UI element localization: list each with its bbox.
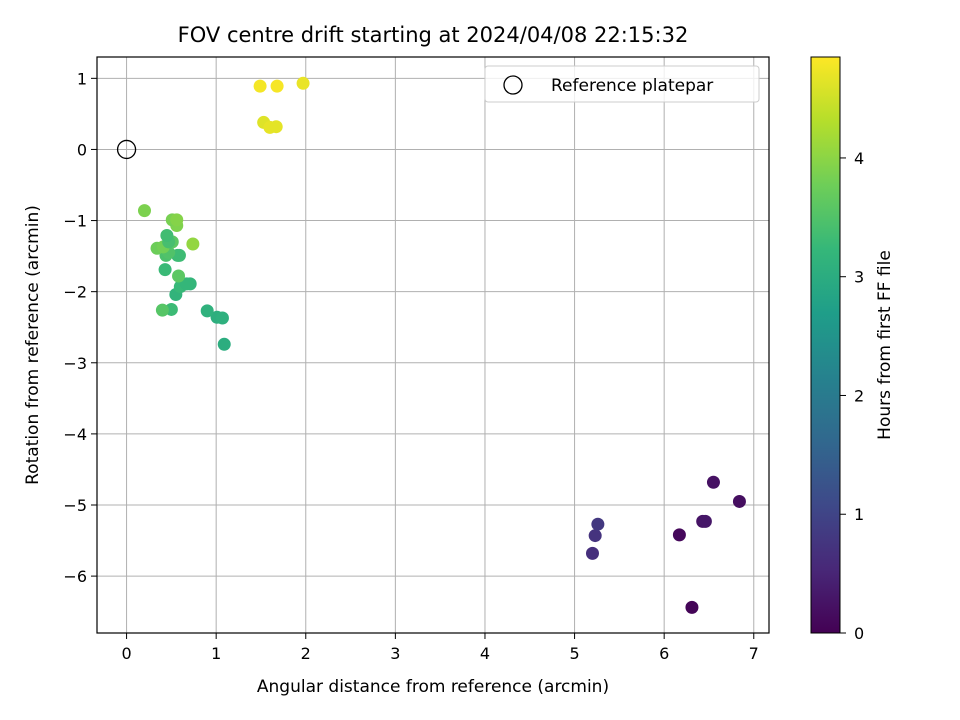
data-point [732,494,746,508]
data-point [217,337,231,351]
x-tick-label: 0 [121,644,131,663]
data-point [180,277,194,291]
chart-title: FOV centre drift starting at 2024/04/08 … [178,23,689,47]
data-point [270,79,284,93]
data-point [588,529,602,543]
colorbar-tick-label: 4 [854,149,864,168]
y-tick-label: −3 [63,354,87,373]
x-tick-label: 1 [211,644,221,663]
y-tick-label: −4 [63,425,87,444]
data-point [170,213,184,227]
data-point [200,304,214,318]
data-point [706,475,720,489]
x-tick-label: 5 [569,644,579,663]
data-point [591,517,605,531]
legend-box [484,65,760,103]
data-point [269,120,283,134]
x-axis-label: Angular distance from reference (arcmin) [257,677,609,697]
colorbar [810,56,841,634]
x-tick-label: 6 [659,644,669,663]
reference-platepar-marker [116,139,137,160]
grid [97,57,769,633]
data-point [685,600,699,614]
y-tick-label: 1 [77,69,87,88]
colorbar-ticks: 0 1 2 3 4 [840,149,864,643]
colorbar-tick-label: 2 [854,386,864,405]
y-tick-label: −2 [63,283,87,302]
data-point [698,514,712,528]
y-tick-label: −5 [63,496,87,515]
colorbar-label: Hours from first FF file [875,250,895,440]
data-point [585,546,599,560]
x-tick-label: 4 [480,644,490,663]
data-point [172,269,186,283]
data-point [296,76,310,90]
data-point [253,79,267,93]
x-tick-label: 7 [749,644,759,663]
plot-frame [96,56,770,634]
colorbar-tick-label: 0 [854,624,864,643]
reference-point-group [116,139,137,160]
data-point [155,303,169,317]
data-point [158,263,172,277]
colorbar-tick-label: 1 [854,505,864,524]
legend-label: Reference platepar [551,76,713,96]
y-tick-label: 0 [77,140,87,159]
colorbar-tick-label: 3 [854,268,864,287]
y-tick-label: −6 [63,567,87,586]
data-point [137,204,151,218]
legend-marker-open-circle [503,75,523,95]
y-axis-ticks: 1 0 −1 −2 −3 −4 −5 −6 [63,69,97,586]
data-point [215,311,229,325]
data-points [137,76,746,614]
legend: Reference platepar [484,65,760,103]
x-axis-ticks: 0 1 2 3 4 5 6 7 [121,633,759,663]
data-point [186,237,200,251]
data-point [160,228,174,242]
y-tick-label: −1 [63,212,87,231]
data-point [172,248,186,262]
data-point [672,528,686,542]
x-tick-label: 3 [390,644,400,663]
x-tick-label: 2 [301,644,311,663]
y-axis-label: Rotation from reference (arcmin) [23,205,43,485]
